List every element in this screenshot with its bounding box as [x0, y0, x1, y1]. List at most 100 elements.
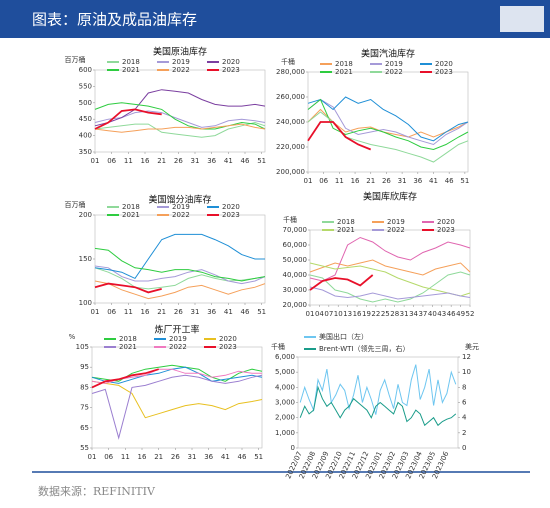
series-line	[307, 121, 372, 151]
x-tick-label: 19	[362, 310, 371, 318]
x-tick-label: 51	[460, 177, 469, 185]
x-tick-label: 16	[138, 453, 147, 461]
x-tick-label: 36	[413, 177, 422, 185]
x-tick-label: 34	[409, 310, 418, 318]
y-tick-label: 260,000	[276, 93, 305, 101]
x-tick-label: 01	[91, 157, 100, 165]
series-line	[94, 247, 266, 282]
x-tick-label: 22	[371, 310, 380, 318]
chart-title: 美国库欣库存	[363, 191, 417, 203]
y-tick-label: 70,000	[283, 226, 308, 234]
y2-tick-label: 4	[462, 414, 467, 422]
x-tick-label: 41	[224, 157, 233, 165]
series-line	[91, 380, 263, 419]
y-tick-label: 550	[79, 82, 92, 90]
x-tick-label: 26	[382, 177, 391, 185]
x-tick-label: 51	[257, 308, 266, 316]
plot-frame	[94, 69, 266, 153]
x-tick-label: 06	[319, 177, 328, 185]
legend-label: 美国出口（左）	[319, 332, 368, 341]
legend-label: 2021	[122, 66, 140, 74]
y-tick-label: 2,000	[275, 414, 295, 422]
series-line	[94, 89, 266, 127]
x-tick-label: 01	[306, 310, 315, 318]
legend-label: 2018	[337, 218, 355, 226]
y-tick-label: 200	[79, 211, 92, 219]
x-tick-label: 06	[107, 308, 116, 316]
y-tick-label: 600	[79, 66, 92, 74]
x-tick-label: 31	[398, 177, 407, 185]
legend-label: 2023	[437, 226, 455, 234]
x-tick-label: 36	[207, 157, 216, 165]
legend-label: 2020	[222, 58, 240, 66]
y-axis-label: 千桶	[271, 342, 285, 351]
legend-label: 2020	[437, 218, 455, 226]
legend-label: 2018	[119, 335, 137, 343]
legend-label: 2023	[435, 68, 453, 76]
x-tick-label: 31	[400, 310, 409, 318]
series-line	[91, 364, 263, 382]
series-line	[309, 259, 471, 276]
series-line	[299, 385, 457, 427]
series-line	[94, 282, 162, 294]
x-tick-label: 13	[343, 310, 352, 318]
y-tick-label: 500	[79, 99, 92, 107]
x-tick-label: 46	[445, 177, 454, 185]
header-bar	[0, 0, 550, 38]
x-tick-label: 51	[254, 453, 263, 461]
y-tick-label: 85	[80, 383, 89, 391]
series-line	[299, 364, 457, 415]
x-tick-label: 51	[257, 157, 266, 165]
x-tick-label: 52	[466, 310, 475, 318]
chart-title: 炼厂开工率	[154, 324, 199, 336]
x-tick-label: 11	[335, 177, 344, 185]
legend-label: 2021	[337, 226, 355, 234]
x-tick-label: 41	[429, 177, 438, 185]
series-line	[91, 366, 263, 384]
series-line	[309, 262, 471, 297]
x-tick-label: 07	[324, 310, 333, 318]
x-tick-label: 41	[221, 453, 230, 461]
legend-label: 2018	[122, 58, 140, 66]
y-tick-label: 350	[79, 148, 92, 156]
plot-frame	[309, 229, 471, 306]
series-line	[94, 280, 266, 300]
series-line	[94, 123, 266, 133]
x-tick-label: 10	[334, 310, 343, 318]
x-tick-label: 21	[154, 453, 163, 461]
y2-tick-label: 2	[462, 429, 466, 437]
y-tick-label: 30,000	[283, 286, 308, 294]
chart-title: 美国原油库存	[153, 46, 207, 58]
x-tick-label: 49	[456, 310, 465, 318]
x-tick-label: 21	[366, 177, 375, 185]
legend-label: 2023	[222, 66, 240, 74]
y-tick-label: 60,000	[283, 241, 308, 249]
legend-label: 2022	[172, 211, 190, 219]
y-tick-label: 150	[79, 255, 92, 263]
series-line	[309, 271, 471, 303]
x-tick-label: 01	[91, 308, 100, 316]
y-axis-label: 百万桶	[65, 200, 86, 209]
legend-label: 2019	[385, 60, 403, 68]
legend-label: 2022	[387, 226, 405, 234]
legend-label: 2019	[387, 218, 405, 226]
y-tick-label: 50,000	[283, 256, 308, 264]
y-tick-label: 280,000	[276, 68, 305, 76]
source: 数据来源：REFINITIV	[38, 484, 156, 498]
legend-label: 2018	[335, 60, 353, 68]
x-tick-label: 16	[351, 177, 360, 185]
y-tick-label: 105	[76, 343, 89, 351]
x-tick-label: 36	[204, 453, 213, 461]
series-line	[307, 98, 469, 151]
legend-label: 2021	[119, 343, 137, 351]
series-line	[307, 111, 469, 163]
series-line	[94, 108, 162, 130]
y-tick-label: 55	[80, 444, 89, 452]
series-line	[94, 102, 266, 130]
x-tick-label: 21	[157, 157, 166, 165]
x-tick-label: 16	[353, 310, 362, 318]
x-tick-label: 46	[241, 308, 250, 316]
y-tick-label: 3,000	[275, 399, 295, 407]
plot-frame	[91, 346, 263, 449]
